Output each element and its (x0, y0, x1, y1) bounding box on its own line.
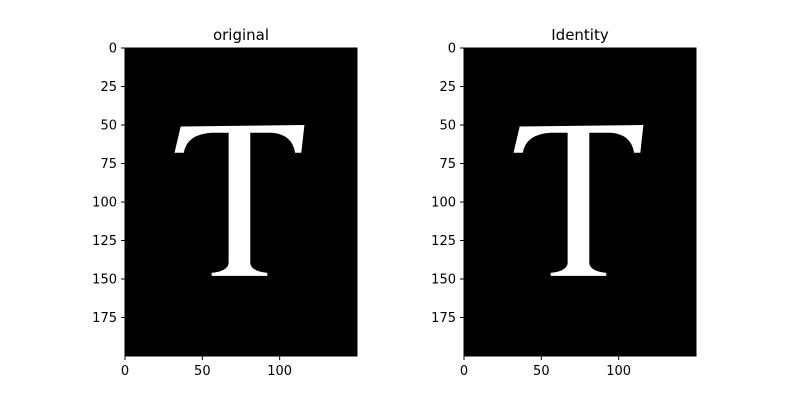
panel-title: Identity (551, 26, 609, 44)
y-tick-label: 175 (431, 311, 456, 326)
y-tick-label: 150 (431, 273, 456, 288)
y-tick-label: 0 (448, 42, 456, 57)
panel-1: original 0 25 50 75 100 125 150 175 0 50 100 (92, 26, 358, 379)
y-tick-label: 0 (109, 42, 117, 57)
x-tick-label: 50 (533, 364, 550, 379)
y-tick-label: 175 (92, 311, 117, 326)
x-tick-label: 0 (121, 364, 129, 379)
x-tick-label: 0 (460, 364, 468, 379)
x-tick-label: 100 (606, 364, 631, 379)
glyph-t (513, 125, 644, 276)
y-tick-label: 50 (100, 119, 117, 134)
glyph-t (174, 125, 305, 276)
panel-title: original (213, 26, 269, 44)
y-tick-label: 125 (92, 234, 117, 249)
y-tick-label: 75 (439, 157, 456, 172)
y-tick-label: 75 (100, 157, 117, 172)
y-tick-label: 25 (100, 80, 117, 95)
y-tick-label: 125 (431, 234, 456, 249)
panel-2: Identity 0 25 50 75 100 125 150 175 0 50 100 (431, 26, 697, 379)
x-tick-label: 100 (267, 364, 292, 379)
y-tick-label: 100 (92, 196, 117, 211)
y-tick-label: 50 (439, 119, 456, 134)
y-tick-label: 25 (439, 80, 456, 95)
y-tick-label: 150 (92, 273, 117, 288)
x-tick-label: 50 (194, 364, 211, 379)
y-tick-label: 100 (431, 196, 456, 211)
